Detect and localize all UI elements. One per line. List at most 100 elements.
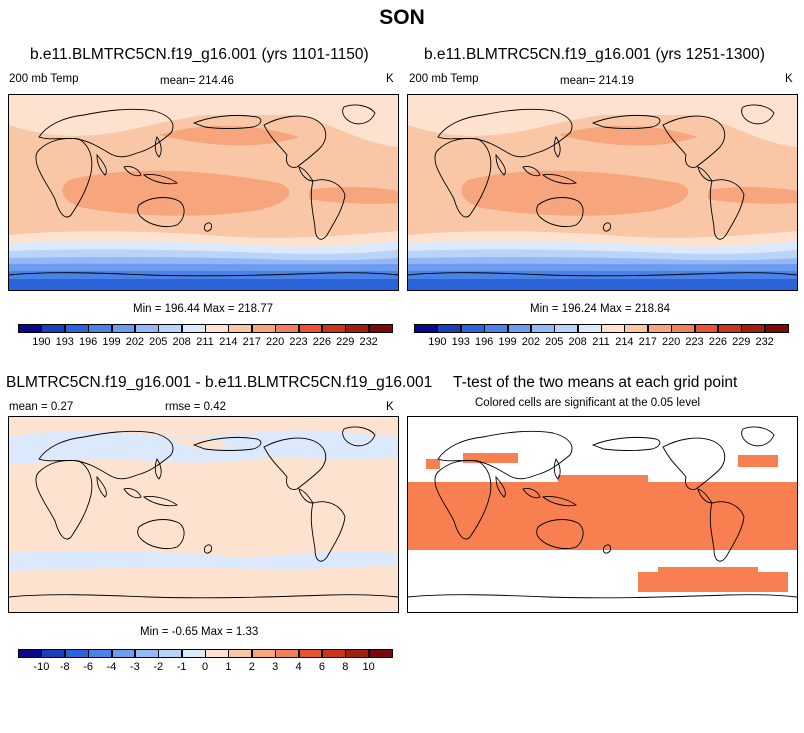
panel3-map xyxy=(8,416,399,613)
colorbar-swatch xyxy=(228,324,253,333)
colorbar-swatch xyxy=(205,649,229,658)
colorbar-swatch xyxy=(507,324,532,333)
colorbar-tick-label: 211 xyxy=(196,336,214,348)
colorbar-swatch xyxy=(530,324,555,333)
colorbar-swatch xyxy=(345,324,370,333)
colorbar-swatch xyxy=(437,324,462,333)
colorbar-swatch xyxy=(764,324,789,333)
panel3-colorbar: -10 -8 -6 -4 -3 -2 -1 0 1 2 3 4 6 8 10 xyxy=(18,649,393,679)
colorbar-swatch xyxy=(251,324,276,333)
colorbar-swatch xyxy=(88,649,112,658)
colorbar-tick-label: 199 xyxy=(102,336,121,348)
colorbar-swatch xyxy=(647,324,672,333)
colorbar-swatch xyxy=(741,324,766,333)
colorbar-tick-label: 202 xyxy=(521,336,541,348)
colorbar-swatch xyxy=(368,324,393,333)
panel1-mean-label: mean= 214.46 xyxy=(160,75,234,87)
panel2-map xyxy=(407,94,798,291)
panel1-title: b.e11.BLMTRC5CN.f19_g16.001 (yrs 1101-11… xyxy=(30,46,369,63)
colorbar-tick-label: -2 xyxy=(153,661,164,673)
panel2-map-graphic xyxy=(408,95,797,290)
panel3-rmse-label: rmse = 0.42 xyxy=(165,401,227,413)
colorbar-tick-label: 193 xyxy=(55,336,74,348)
panel1-map-graphic xyxy=(9,95,398,290)
colorbar-swatch xyxy=(41,649,66,658)
colorbar-tick-label: 196 xyxy=(78,336,98,348)
colorbar-tick-label: -4 xyxy=(106,661,117,673)
panel2-title: b.e11.BLMTRC5CN.f19_g16.001 (yrs 1251-13… xyxy=(424,46,765,63)
colorbar-swatch xyxy=(251,649,276,658)
panel3-min-max: Min = -0.65 Max = 1.33 xyxy=(140,626,259,638)
colorbar-swatch xyxy=(134,324,159,333)
colorbar-swatch xyxy=(368,649,393,658)
colorbar-swatch xyxy=(298,649,323,658)
colorbar-swatch xyxy=(158,649,183,658)
colorbar-swatch xyxy=(577,324,602,333)
colorbar-tick-label: 208 xyxy=(172,336,191,348)
colorbar-swatch xyxy=(321,324,346,333)
colorbar-swatch xyxy=(298,324,323,333)
panel3-map-graphic xyxy=(9,417,398,612)
colorbar-swatch xyxy=(671,324,695,333)
colorbar-tick-label: 220 xyxy=(265,336,285,348)
colorbar-tick-label: 193 xyxy=(451,336,470,348)
colorbar-swatch xyxy=(181,324,206,333)
colorbar-tick-label: 223 xyxy=(289,336,308,348)
colorbar-tick-label: 217 xyxy=(638,336,657,348)
colorbar-swatch xyxy=(624,324,649,333)
colorbar-swatch xyxy=(694,324,719,333)
colorbar-swatch xyxy=(321,649,346,658)
colorbar-tick-label: 232 xyxy=(359,336,378,348)
colorbar-tick-label: 190 xyxy=(32,336,51,348)
colorbar-swatch xyxy=(275,324,299,333)
colorbar-swatch xyxy=(64,649,89,658)
panel1-units-label: K xyxy=(386,73,394,85)
panel2-variable-label: 200 mb Temp xyxy=(409,73,479,85)
colorbar-tick-label: 190 xyxy=(428,336,447,348)
panel4-title: T-test of the two means at each grid poi… xyxy=(453,374,738,391)
figure-title: SON xyxy=(379,6,425,29)
colorbar-tick-label: 1 xyxy=(225,661,232,673)
colorbar-swatch xyxy=(205,324,229,333)
colorbar-tick-label: 214 xyxy=(219,336,238,348)
colorbar-swatch xyxy=(111,324,136,333)
colorbar-tick-label: 3 xyxy=(272,661,279,673)
colorbar-swatch xyxy=(64,324,89,333)
colorbar-swatch xyxy=(181,649,206,658)
colorbar-tick-label: -1 xyxy=(176,661,187,673)
panel1-colorbar: 190 193 196 199 202 205 208 211 214 217 220 223 226 2… xyxy=(18,324,393,354)
colorbar-tick-label: 220 xyxy=(661,336,681,348)
colorbar-swatch xyxy=(414,324,438,333)
colorbar-swatch xyxy=(275,649,299,658)
panel2-min-max: Min = 196.24 Max = 218.84 xyxy=(530,303,671,315)
colorbar-tick-label: 208 xyxy=(568,336,587,348)
colorbar-tick-label: 232 xyxy=(755,336,774,348)
colorbar-tick-label: 226 xyxy=(312,336,332,348)
colorbar-swatch xyxy=(717,324,742,333)
panel3-mean-label: mean = 0.27 xyxy=(9,401,74,413)
colorbar-swatch xyxy=(345,649,370,658)
colorbar-tick-label: 4 xyxy=(295,661,302,673)
panel2-units-label: K xyxy=(785,73,793,85)
colorbar-swatch xyxy=(601,324,625,333)
panel1-map xyxy=(8,94,399,291)
panel4-map-graphic xyxy=(408,417,797,612)
colorbar-swatch xyxy=(554,324,579,333)
colorbar-tick-label: 229 xyxy=(732,336,751,348)
panel4-subtitle: Colored cells are significant at the 0.0… xyxy=(475,397,701,409)
colorbar-tick-label: 217 xyxy=(242,336,261,348)
colorbar-tick-label: 0 xyxy=(201,661,209,673)
colorbar-tick-label: 6 xyxy=(318,661,325,673)
colorbar-swatch xyxy=(158,324,183,333)
colorbar-tick-label: 226 xyxy=(708,336,728,348)
colorbar-tick-label: 205 xyxy=(545,336,564,348)
colorbar-tick-label: 223 xyxy=(685,336,704,348)
colorbar-tick-label: 8 xyxy=(342,661,349,673)
colorbar-tick-label: -10 xyxy=(33,661,50,673)
colorbar-tick-label: 205 xyxy=(149,336,168,348)
colorbar-tick-label: 2 xyxy=(248,661,255,673)
colorbar-swatch xyxy=(228,649,253,658)
colorbar-swatch xyxy=(18,649,42,658)
colorbar-swatch xyxy=(484,324,508,333)
colorbar-swatch xyxy=(88,324,112,333)
